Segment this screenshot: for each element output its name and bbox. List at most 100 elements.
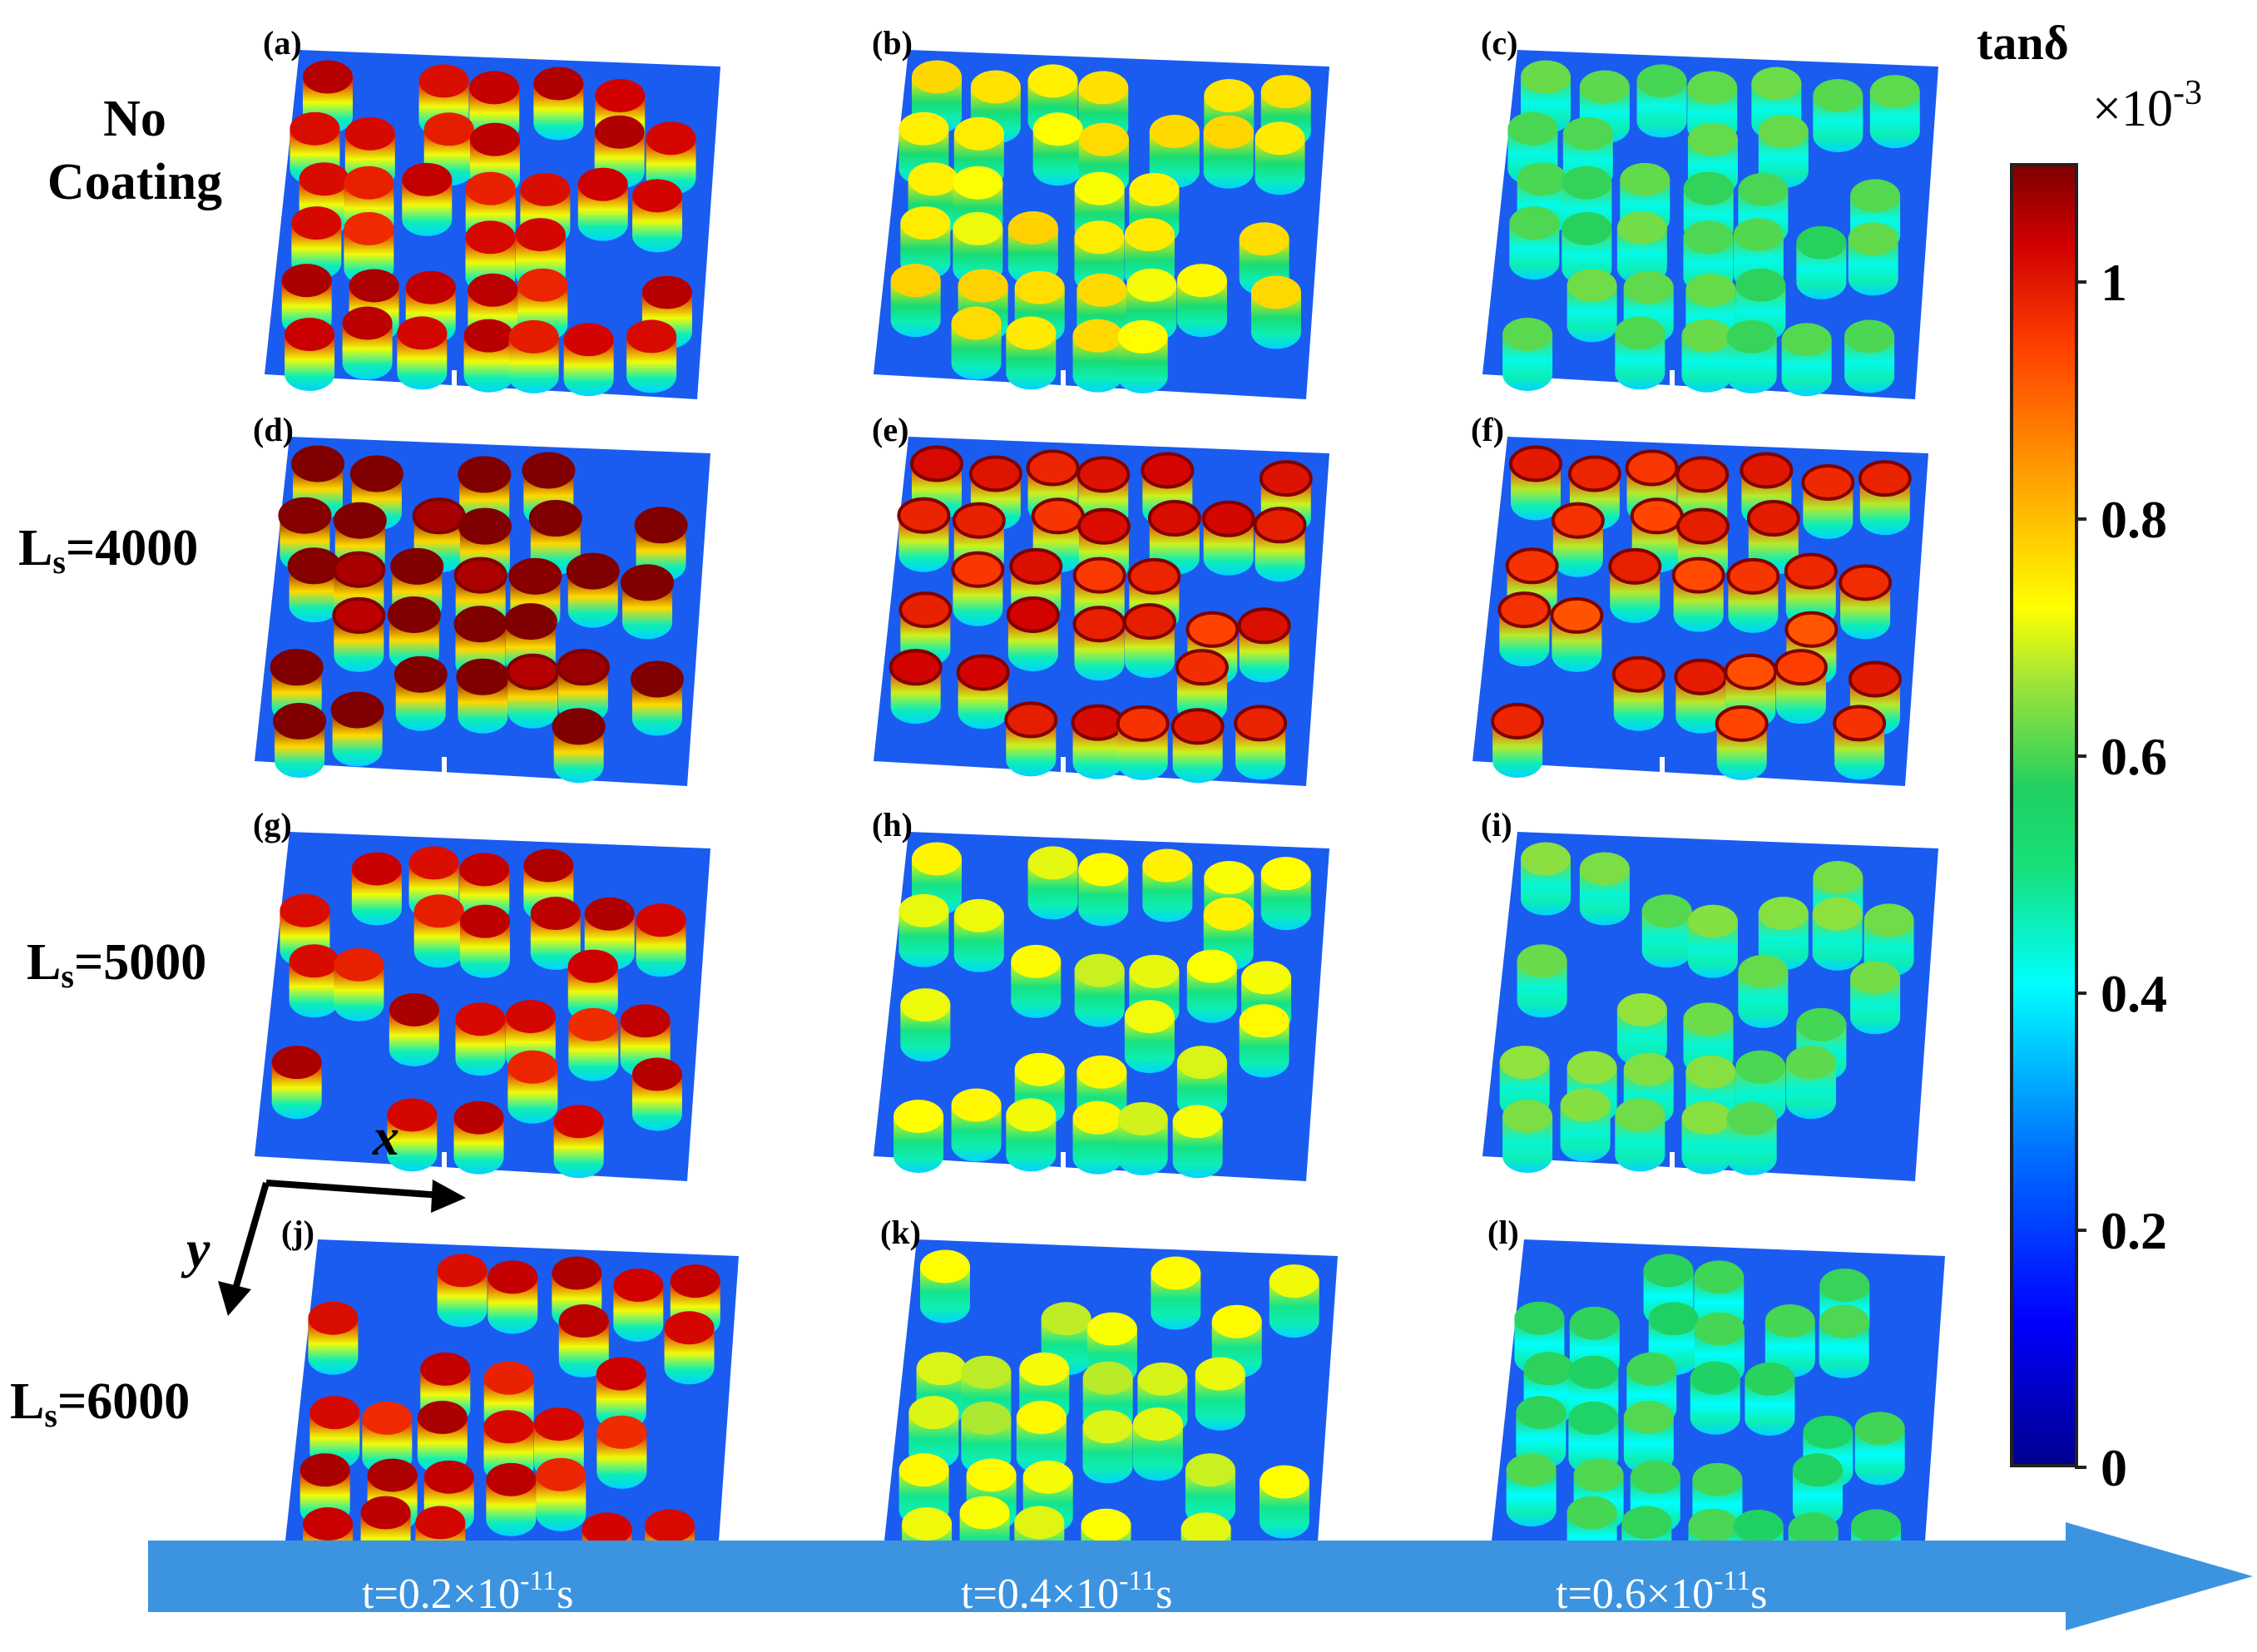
cylinder xyxy=(1551,502,1605,577)
panel-d: (d) xyxy=(253,411,754,786)
surface-marker xyxy=(1061,1152,1066,1175)
cylinder xyxy=(953,898,1004,972)
cylinder xyxy=(1006,596,1060,671)
surface-marker xyxy=(1061,370,1066,393)
cylinder xyxy=(1520,842,1571,916)
colorbar-scale-exp: -3 xyxy=(2172,74,2202,112)
cylinder xyxy=(1151,1256,1201,1330)
cylinder xyxy=(1687,904,1738,978)
surface-marker xyxy=(442,757,447,780)
surface-marker xyxy=(1660,757,1665,780)
cylinder xyxy=(1072,606,1126,681)
cylinder xyxy=(1004,701,1058,777)
panel-k-surface xyxy=(882,1239,1338,1589)
cylinder xyxy=(349,455,403,531)
colorbar-tick xyxy=(2075,1466,2086,1469)
cylinder xyxy=(1132,1407,1183,1481)
cylinder xyxy=(1176,264,1227,338)
cylinder xyxy=(631,1057,682,1131)
cylinder xyxy=(893,1099,944,1173)
cylinder xyxy=(1502,317,1553,391)
cylinder xyxy=(1615,316,1666,390)
cylinder xyxy=(1579,852,1630,926)
cylinder xyxy=(1032,112,1083,186)
cylinder xyxy=(456,658,510,734)
colorbar xyxy=(2010,163,2078,1467)
cylinder xyxy=(1203,115,1254,189)
cylinder xyxy=(332,596,386,672)
cylinder xyxy=(567,949,618,1023)
cylinder xyxy=(1006,316,1057,390)
cylinder xyxy=(507,1050,558,1124)
panel-d-surface xyxy=(255,437,710,786)
cylinder xyxy=(1641,894,1692,968)
cylinder xyxy=(1738,954,1789,1028)
time-arrow-shape xyxy=(148,1522,2253,1630)
time-exp: -11 xyxy=(1714,1565,1751,1596)
panel-g-surface xyxy=(255,832,710,1181)
cylinder xyxy=(1007,210,1058,284)
cylinder xyxy=(1745,1362,1795,1436)
cylinder xyxy=(890,264,941,338)
cylinder xyxy=(536,1457,587,1531)
cylinder xyxy=(393,655,448,731)
cylinder xyxy=(344,211,394,285)
panel-label: (g) xyxy=(253,806,292,843)
cylinder xyxy=(1844,319,1895,393)
cylinder xyxy=(1726,319,1777,393)
x-axis-arrowhead xyxy=(431,1180,466,1213)
row-label-rest: =5000 xyxy=(73,934,207,991)
cylinder xyxy=(919,1249,970,1323)
cylinder xyxy=(1774,649,1828,725)
time-label-3: t=0.6×10-11s xyxy=(1556,1565,1767,1619)
cylinder xyxy=(1681,319,1732,393)
cylinder xyxy=(1250,275,1301,349)
panel-g: (g) xyxy=(253,806,754,1181)
row-label-ls-5000: Ls=5000 xyxy=(27,937,206,993)
cylinder xyxy=(1071,704,1125,779)
cylinder xyxy=(488,1260,538,1334)
cylinder xyxy=(308,1301,359,1375)
cylinder xyxy=(1858,460,1912,536)
cylinder xyxy=(900,206,951,280)
panel-c-surface xyxy=(1482,50,1938,399)
cylinder xyxy=(1176,1046,1227,1120)
cylinder xyxy=(417,1400,468,1474)
x-axis-label: x xyxy=(373,1107,399,1166)
row-label-ls-6000: Ls=6000 xyxy=(10,1376,190,1432)
time-prefix: t=0.2×10 xyxy=(362,1570,521,1618)
cylinder xyxy=(951,1088,1002,1162)
cylinder xyxy=(463,319,514,393)
panel-label: (k) xyxy=(880,1214,921,1251)
x-axis-arrow xyxy=(265,1180,454,1199)
colorbar-scale-base: ×10 xyxy=(2092,81,2173,137)
cylinder xyxy=(1615,1098,1666,1172)
panel-i-surface xyxy=(1482,832,1938,1181)
cylinder xyxy=(1508,445,1562,521)
cylinder xyxy=(402,162,453,236)
panel-b: (b) xyxy=(872,24,1373,399)
panel-h-surface xyxy=(874,832,1329,1181)
cylinder xyxy=(898,893,949,967)
cylinder xyxy=(1122,603,1176,679)
cylinder xyxy=(1796,225,1847,299)
cylinder xyxy=(1126,268,1177,342)
cylinder xyxy=(1016,1400,1067,1474)
cylinder xyxy=(506,653,560,729)
cylinder xyxy=(413,894,464,968)
cylinder xyxy=(1611,655,1666,731)
cylinder xyxy=(330,691,384,767)
cylinder xyxy=(1201,500,1255,576)
colorbar-tick xyxy=(2075,991,2086,995)
cylinder xyxy=(1623,1400,1674,1474)
y-axis-label: y xyxy=(186,1219,210,1279)
cylinder xyxy=(956,654,1010,730)
cylinder xyxy=(1027,846,1078,920)
cylinder xyxy=(1792,1453,1843,1527)
cylinder xyxy=(459,904,510,978)
panel-label: (j) xyxy=(281,1214,314,1251)
panel-e: (e) xyxy=(872,411,1373,786)
cylinder xyxy=(285,317,335,391)
cylinder xyxy=(1506,1453,1557,1527)
cylinder xyxy=(563,323,614,397)
